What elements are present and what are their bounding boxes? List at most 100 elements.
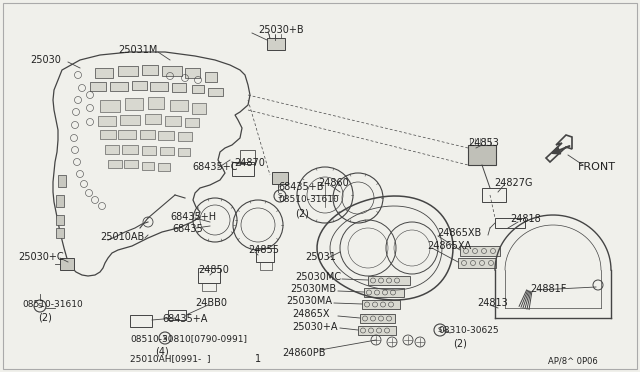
Bar	[60, 258, 74, 270]
Bar	[140, 130, 155, 139]
Bar	[260, 262, 272, 270]
Text: 25031: 25031	[305, 252, 336, 262]
Bar	[118, 130, 136, 139]
Text: 24813: 24813	[477, 298, 508, 308]
Text: 24BB0: 24BB0	[195, 298, 227, 308]
Bar	[98, 116, 116, 126]
Bar	[168, 310, 186, 320]
Bar	[122, 145, 138, 154]
Bar	[360, 314, 395, 323]
Bar	[95, 68, 113, 78]
Text: 24850: 24850	[198, 265, 229, 275]
Bar	[192, 103, 206, 114]
Bar	[120, 115, 140, 125]
Text: 24853: 24853	[468, 138, 499, 148]
Text: 68435+C: 68435+C	[192, 162, 237, 172]
Bar	[158, 131, 174, 140]
Bar	[170, 100, 188, 111]
Text: S: S	[278, 193, 282, 199]
Text: 25030+A: 25030+A	[292, 322, 337, 332]
Text: 24855: 24855	[248, 245, 279, 255]
Text: 24865X: 24865X	[292, 309, 330, 319]
Text: (2): (2)	[453, 338, 467, 348]
Bar	[178, 148, 190, 156]
Bar	[108, 160, 122, 168]
Bar	[267, 38, 285, 50]
Text: 68435+H: 68435+H	[170, 212, 216, 222]
Bar	[362, 300, 400, 309]
Text: FRONT: FRONT	[578, 162, 616, 172]
Bar	[368, 276, 410, 285]
Bar	[142, 146, 156, 155]
Bar	[142, 162, 154, 170]
Text: 08310-30625: 08310-30625	[438, 326, 499, 335]
Bar	[172, 83, 186, 92]
Text: 68435+A: 68435+A	[162, 314, 207, 324]
Text: 24860PB: 24860PB	[282, 348, 326, 358]
Text: S: S	[438, 327, 442, 333]
Bar	[56, 215, 64, 225]
Bar	[482, 188, 506, 202]
Bar	[240, 150, 255, 164]
Bar	[125, 98, 143, 110]
Bar	[458, 258, 496, 268]
Bar	[148, 97, 164, 109]
Bar	[165, 116, 181, 126]
Bar	[468, 145, 496, 165]
Text: 1: 1	[255, 354, 261, 364]
Bar	[58, 175, 66, 187]
Text: 25031M: 25031M	[118, 45, 157, 55]
Text: 24881F: 24881F	[530, 284, 566, 294]
Bar	[56, 228, 64, 238]
Bar	[358, 326, 396, 335]
Text: 25010AB: 25010AB	[100, 232, 144, 242]
Bar	[272, 172, 288, 184]
Bar	[364, 288, 404, 297]
Text: (2): (2)	[38, 312, 52, 322]
Bar	[192, 85, 204, 93]
Bar	[256, 248, 274, 262]
Bar	[100, 130, 116, 139]
Text: 08510-31610: 08510-31610	[278, 195, 339, 204]
Text: 68435: 68435	[172, 224, 203, 234]
Text: AP/8^ 0P06: AP/8^ 0P06	[548, 357, 598, 366]
Text: 25030MB: 25030MB	[290, 284, 336, 294]
Bar	[124, 160, 138, 168]
Text: 24865XA: 24865XA	[427, 241, 471, 251]
Text: 24860: 24860	[318, 178, 349, 188]
Text: 24818: 24818	[510, 214, 541, 224]
Bar	[185, 68, 200, 78]
Bar	[100, 100, 120, 112]
Bar	[198, 268, 220, 283]
Bar	[56, 195, 64, 207]
Text: 25030MC: 25030MC	[295, 272, 341, 282]
Bar	[110, 82, 128, 91]
Bar	[105, 145, 119, 154]
Bar	[205, 72, 217, 82]
Text: 25030+B: 25030+B	[258, 25, 303, 35]
Bar	[232, 162, 254, 176]
Bar	[130, 315, 152, 327]
Text: (2): (2)	[295, 208, 309, 218]
Bar	[495, 218, 525, 228]
Bar	[142, 65, 158, 75]
Bar	[160, 147, 174, 155]
Text: 25030+C: 25030+C	[18, 252, 63, 262]
Bar	[158, 163, 170, 171]
Bar	[185, 118, 199, 127]
Text: 08510-30810[0790-0991]: 08510-30810[0790-0991]	[130, 334, 247, 343]
Bar	[118, 66, 138, 76]
Bar	[150, 82, 168, 91]
Text: S: S	[38, 303, 42, 309]
Bar	[178, 132, 192, 141]
Text: S: S	[163, 335, 167, 341]
Text: 08510-31610: 08510-31610	[22, 300, 83, 309]
Text: 68435+B: 68435+B	[278, 182, 323, 192]
Bar	[162, 66, 182, 76]
Text: 24870: 24870	[234, 158, 265, 168]
Text: 25030: 25030	[30, 55, 61, 65]
Text: 24827G: 24827G	[494, 178, 532, 188]
Text: 25010AH[0991-  ]: 25010AH[0991- ]	[130, 354, 211, 363]
Text: (4): (4)	[155, 346, 169, 356]
Bar	[145, 114, 161, 124]
